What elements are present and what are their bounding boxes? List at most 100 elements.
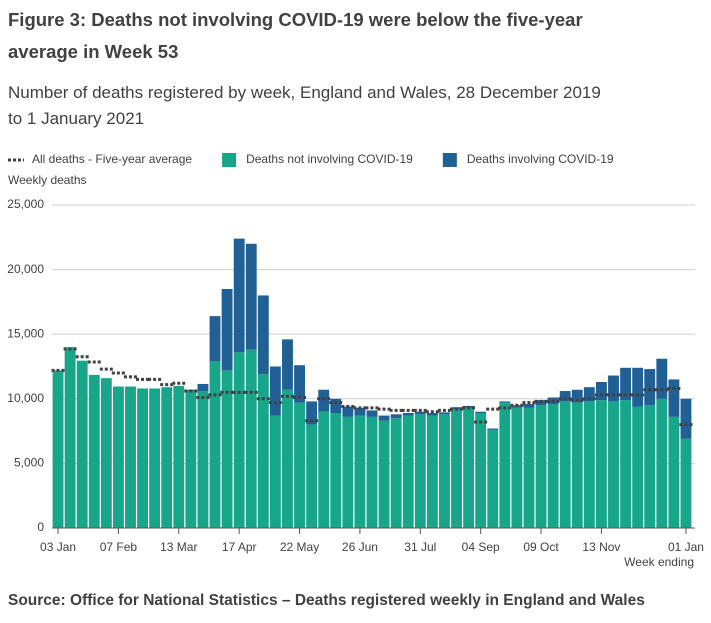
bar bbox=[366, 416, 378, 528]
y-tick-label: 10,000 bbox=[7, 391, 44, 405]
y-tick-label: 5,000 bbox=[14, 456, 44, 470]
bar bbox=[583, 387, 595, 402]
bar bbox=[668, 379, 680, 417]
bar bbox=[257, 295, 269, 375]
bar bbox=[125, 386, 136, 528]
bar bbox=[366, 410, 378, 417]
x-tick-label: 26 Jun bbox=[342, 540, 378, 554]
chart: Weekly deaths Week ending 0 5,000 10,000 15… bbox=[7, 152, 704, 569]
bar bbox=[583, 401, 595, 528]
bar bbox=[499, 402, 511, 528]
bar bbox=[354, 415, 366, 528]
bar bbox=[342, 416, 354, 528]
bar bbox=[294, 365, 305, 403]
bar bbox=[499, 401, 511, 403]
x-axis-label: Week ending bbox=[624, 555, 694, 569]
bar bbox=[161, 387, 173, 528]
bar bbox=[173, 385, 185, 528]
x-tick-label: 13 Nov bbox=[582, 540, 620, 554]
y-tick-label: 20,000 bbox=[7, 262, 44, 276]
bar bbox=[76, 360, 88, 528]
bar bbox=[595, 400, 607, 528]
bar bbox=[595, 382, 607, 401]
bar bbox=[523, 407, 535, 528]
bar bbox=[644, 405, 656, 528]
bar bbox=[656, 358, 668, 399]
y-tick-label: 0 bbox=[37, 520, 44, 534]
x-tick-label: 22 May bbox=[280, 540, 319, 554]
x-tick-label: 01 Jan bbox=[668, 540, 704, 554]
legend-swatch bbox=[222, 153, 237, 167]
bar bbox=[257, 374, 269, 528]
bar bbox=[414, 414, 426, 528]
bar bbox=[475, 413, 487, 528]
bar bbox=[439, 414, 450, 528]
bar bbox=[402, 415, 414, 528]
bar bbox=[475, 411, 487, 414]
bar bbox=[608, 401, 619, 528]
bar bbox=[197, 391, 209, 528]
bar bbox=[306, 424, 318, 528]
bar bbox=[559, 391, 571, 402]
bar bbox=[378, 420, 390, 528]
bar bbox=[680, 398, 692, 439]
bar bbox=[571, 402, 583, 528]
bar bbox=[487, 429, 499, 528]
bar bbox=[463, 407, 475, 528]
bar bbox=[632, 367, 644, 407]
bar bbox=[632, 406, 644, 528]
legend-label: Deaths not involving COVID-19 bbox=[246, 152, 413, 166]
bar bbox=[100, 378, 112, 528]
bar bbox=[209, 316, 221, 362]
x-tick-label: 09 Oct bbox=[523, 540, 559, 554]
bar bbox=[523, 403, 535, 408]
bar bbox=[644, 369, 656, 406]
bar bbox=[378, 415, 390, 421]
bar bbox=[282, 389, 293, 528]
bar bbox=[64, 347, 76, 528]
bar bbox=[680, 438, 692, 528]
bar bbox=[511, 407, 523, 528]
bar bbox=[414, 411, 426, 415]
bar bbox=[451, 409, 462, 528]
bar bbox=[668, 416, 680, 528]
bar bbox=[354, 407, 366, 416]
chart-subtitle: Number of deaths registered by week, Eng… bbox=[8, 83, 601, 128]
x-tick-label: 03 Jan bbox=[40, 540, 76, 554]
bar bbox=[306, 401, 318, 425]
bar bbox=[571, 389, 583, 403]
y-tick-label: 15,000 bbox=[7, 326, 44, 340]
legend-label: Deaths involving COVID-19 bbox=[467, 152, 614, 166]
x-tick-label: 13 Mar bbox=[160, 540, 197, 554]
bar bbox=[294, 402, 305, 528]
bar bbox=[620, 400, 632, 528]
bar bbox=[426, 415, 438, 528]
x-tick-label: 17 Apr bbox=[222, 540, 257, 554]
bar bbox=[402, 413, 414, 416]
x-tick-label: 07 Feb bbox=[100, 540, 138, 554]
bar bbox=[245, 349, 257, 528]
bar bbox=[318, 411, 330, 528]
bar bbox=[535, 405, 547, 528]
bar bbox=[269, 366, 281, 416]
bar bbox=[342, 406, 354, 417]
bar bbox=[282, 339, 293, 390]
legend-label: All deaths - Five-year average bbox=[32, 152, 192, 166]
bar bbox=[233, 238, 245, 353]
chart-title: Figure 3: Deaths not involving COVID-19 … bbox=[8, 9, 583, 62]
bar bbox=[330, 413, 342, 528]
bar bbox=[185, 391, 197, 528]
bar bbox=[245, 243, 257, 350]
bar bbox=[221, 370, 233, 528]
legend-swatch bbox=[442, 153, 457, 167]
y-axis-label: Weekly deaths bbox=[8, 173, 87, 187]
bar bbox=[426, 413, 438, 416]
bar bbox=[390, 414, 402, 419]
bar bbox=[608, 375, 619, 402]
bar bbox=[269, 415, 281, 528]
y-tick-label: 25,000 bbox=[7, 197, 44, 211]
bar bbox=[439, 412, 450, 415]
bar bbox=[547, 403, 559, 528]
bar bbox=[487, 428, 499, 430]
